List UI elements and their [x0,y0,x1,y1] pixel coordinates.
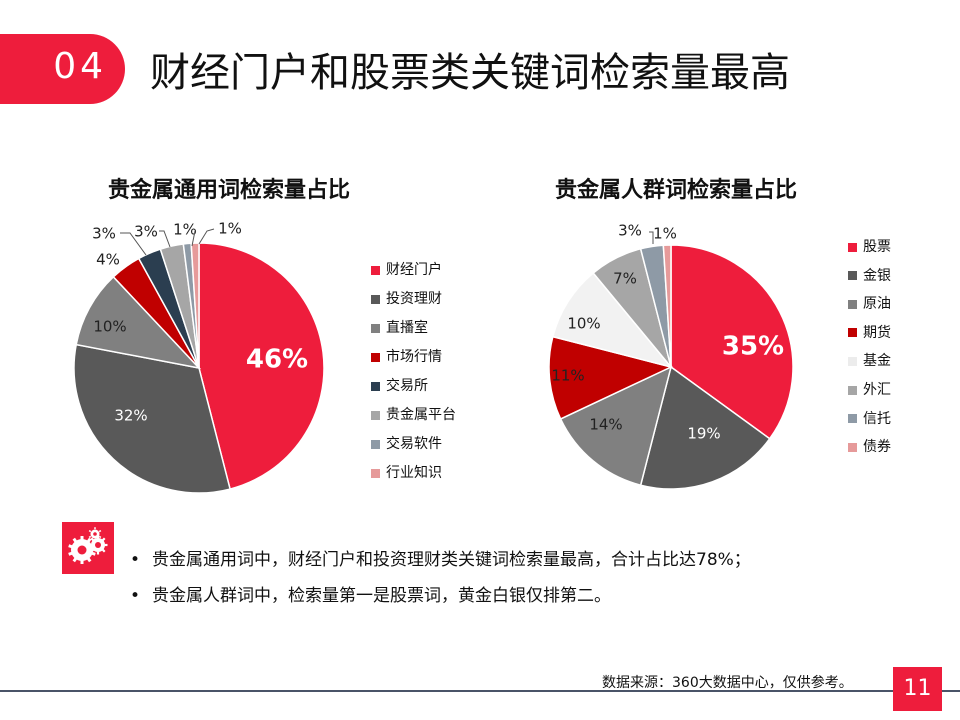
legend-item: 债券 [848,436,891,456]
pie-slice-期货 [548,335,674,420]
data-label: 46% [246,345,308,375]
legend-swatch [371,323,380,333]
data-label: 14% [589,416,622,434]
legend-label: 市场行情 [386,349,442,365]
legend-item: 信托 [848,408,891,428]
legend-label: 外汇 [863,382,891,398]
data-label: 7% [613,270,637,288]
legend-label: 直播室 [386,320,428,336]
legend-item: 原油 [848,293,891,313]
section-number: 04 [53,46,107,87]
legend-item: 期货 [848,322,891,342]
legend-item: 贵金属平台 [371,404,456,424]
legend-label: 贵金属平台 [386,407,456,423]
data-label: 11% [551,367,584,385]
pie-slice-直播室 [75,275,202,370]
legend-label: 基金 [863,353,891,370]
pie-slice-财经门户 [198,242,325,490]
pie-slice-金银 [639,365,771,490]
legend-swatch [848,242,857,252]
legend-label: 金银 [863,267,891,284]
legend-swatch [371,294,380,304]
data-label: 1% [653,225,677,243]
legend-item: 交易软件 [371,433,442,453]
legend-label: 财经门户 [386,262,442,278]
legend-swatch [371,265,380,275]
chart-title-left: 贵金属通用词检索量占比 [108,178,351,203]
legend-label: 信托 [863,410,891,427]
pie-slice-股票 [670,244,794,440]
legend-swatch [371,381,380,391]
pie-slice-基金 [551,271,674,369]
footer-divider [0,690,960,692]
legend-item: 投资理财 [371,288,442,308]
data-label: 19% [687,425,720,443]
legend-swatch [371,439,380,449]
bullet-item: • 贵金属人群词中，检索量第一是股票词，黄金白银仅排第二。 [130,586,611,606]
legend-swatch [848,328,857,338]
legend-item: 基金 [848,350,891,370]
legend-item: 股票 [848,236,891,256]
data-label: 4% [96,251,120,269]
section-badge: 04 [0,34,125,104]
legend-swatch [848,442,857,452]
leader-line [198,228,215,245]
leader-line [191,230,196,247]
legend-label: 股票 [863,239,891,255]
pie-slice-债券 [662,244,672,368]
data-label: 3% [92,225,116,243]
legend-item: 交易所 [371,375,428,395]
legend-item: 金银 [848,265,891,285]
legend-item: 财经门户 [371,259,442,279]
bullet-item: • 贵金属通用词中，财经门户和投资理财类关键词检索量最高，合计占比达78%； [130,550,751,570]
bullet-text: 贵金属人群词中，检索量第一是股票词，黄金白银仅排第二。 [152,586,611,606]
legend-label: 交易软件 [386,436,442,452]
legend-swatch [848,385,857,395]
pie-slice-原油 [559,365,673,487]
data-label: 10% [93,318,126,336]
page-title: 财经门户和股票类关键词检索量最高 [150,50,790,96]
legend-swatch [848,299,857,309]
legend-label: 原油 [863,296,891,313]
legend-item: 行业知识 [371,462,442,482]
leader-line [120,232,147,256]
legend-label: 交易所 [386,378,428,394]
page-number: 11 [893,667,942,711]
leader-line [159,230,171,248]
legend-swatch [848,271,857,281]
legend-label: 投资理财 [386,291,442,307]
source-note: 数据来源：360大数据中心，仅供参考。 [602,675,853,691]
data-label: 10% [567,315,600,333]
legend-label: 债券 [863,439,891,456]
legend-item: 外汇 [848,379,891,399]
data-label: 1% [173,221,197,239]
data-label: 32% [114,407,147,425]
legend-swatch [848,356,857,366]
pie-slice-投资理财 [73,343,231,494]
data-label: 3% [134,223,158,241]
data-label: 35% [722,332,784,362]
legend-swatch [848,414,857,424]
legend-item: 市场行情 [371,346,442,366]
chart-title-right: 贵金属人群词检索量占比 [555,178,798,203]
gears-icon [62,522,114,574]
legend-swatch [371,468,380,478]
bullet-text: 贵金属通用词中，财经门户和投资理财类关键词检索量最高，合计占比达78%； [152,550,751,570]
legend-swatch [371,410,380,420]
legend-item: 直播室 [371,317,428,337]
data-label: 3% [618,222,642,240]
pie-slice-行业知识 [190,242,200,369]
legend-label: 行业知识 [386,465,442,481]
data-label: 1% [218,220,242,238]
legend-swatch [371,352,380,362]
leader-line [649,231,654,244]
legend-label: 期货 [863,324,891,341]
